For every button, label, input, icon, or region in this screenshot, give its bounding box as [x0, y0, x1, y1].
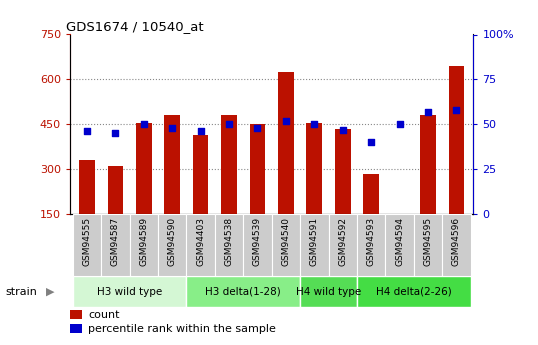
- Point: [395, 121, 404, 127]
- Point: [281, 118, 290, 124]
- Bar: [272, 214, 300, 276]
- Bar: [187, 276, 300, 307]
- Bar: [73, 276, 187, 307]
- Bar: [250, 124, 265, 214]
- Point: [168, 125, 176, 130]
- Bar: [79, 160, 95, 214]
- Point: [111, 130, 120, 136]
- Bar: [357, 276, 471, 307]
- Text: ▶: ▶: [46, 287, 54, 296]
- Bar: [385, 214, 414, 276]
- Text: H3 delta(1-28): H3 delta(1-28): [206, 287, 281, 296]
- Text: GSM94589: GSM94589: [139, 217, 148, 266]
- Text: strain: strain: [5, 287, 37, 296]
- Bar: [329, 214, 357, 276]
- Point: [139, 121, 148, 127]
- Text: GSM94587: GSM94587: [111, 217, 120, 266]
- Point: [253, 125, 262, 130]
- Point: [367, 139, 376, 145]
- Text: H3 wild type: H3 wild type: [97, 287, 162, 296]
- Bar: [215, 214, 243, 276]
- Bar: [307, 123, 322, 214]
- Bar: [300, 214, 329, 276]
- Bar: [70, 324, 82, 333]
- Text: count: count: [88, 310, 119, 320]
- Text: H4 delta(2-26): H4 delta(2-26): [376, 287, 451, 296]
- Bar: [73, 214, 101, 276]
- Text: percentile rank within the sample: percentile rank within the sample: [88, 324, 276, 334]
- Point: [83, 129, 91, 134]
- Bar: [278, 72, 294, 214]
- Bar: [243, 214, 272, 276]
- Bar: [357, 214, 385, 276]
- Text: GSM94593: GSM94593: [366, 217, 376, 266]
- Text: GSM94592: GSM94592: [338, 217, 347, 266]
- Bar: [363, 174, 379, 214]
- Text: GSM94538: GSM94538: [224, 217, 233, 266]
- Text: GDS1674 / 10540_at: GDS1674 / 10540_at: [66, 20, 203, 33]
- Text: GSM94596: GSM94596: [452, 217, 461, 266]
- Point: [423, 109, 432, 115]
- Text: GSM94590: GSM94590: [168, 217, 177, 266]
- Bar: [449, 66, 464, 214]
- Bar: [414, 214, 442, 276]
- Bar: [101, 214, 130, 276]
- Text: GSM94591: GSM94591: [310, 217, 319, 266]
- Point: [338, 127, 347, 132]
- Bar: [158, 214, 187, 276]
- Bar: [420, 115, 436, 214]
- Bar: [70, 310, 82, 319]
- Text: GSM94555: GSM94555: [82, 217, 91, 266]
- Bar: [136, 123, 152, 214]
- Text: GSM94594: GSM94594: [395, 217, 404, 266]
- Bar: [165, 115, 180, 214]
- Bar: [392, 214, 407, 220]
- Point: [310, 121, 318, 127]
- Bar: [335, 129, 351, 214]
- Bar: [193, 135, 208, 214]
- Text: GSM94403: GSM94403: [196, 217, 205, 266]
- Point: [225, 121, 233, 127]
- Point: [196, 129, 205, 134]
- Bar: [108, 166, 123, 214]
- Text: H4 wild type: H4 wild type: [296, 287, 361, 296]
- Bar: [187, 214, 215, 276]
- Bar: [442, 214, 471, 276]
- Text: GSM94539: GSM94539: [253, 217, 262, 266]
- Text: GSM94595: GSM94595: [423, 217, 433, 266]
- Bar: [221, 115, 237, 214]
- Bar: [130, 214, 158, 276]
- Bar: [300, 276, 357, 307]
- Text: GSM94540: GSM94540: [281, 217, 291, 266]
- Point: [452, 107, 461, 112]
